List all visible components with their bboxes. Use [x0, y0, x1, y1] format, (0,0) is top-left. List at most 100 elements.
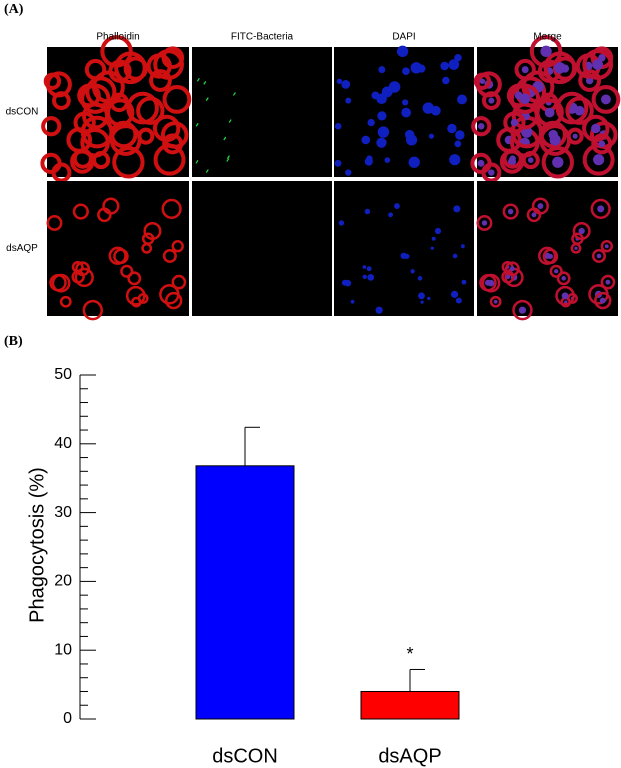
cell: [565, 96, 594, 125]
bacterium: [226, 155, 230, 159]
nucleus: [477, 159, 485, 167]
cell: [503, 111, 526, 134]
nucleus: [592, 59, 604, 70]
cell: [473, 72, 492, 90]
x-tick-label: dsCON: [212, 745, 278, 767]
nucleus: [598, 140, 606, 148]
cell: [143, 222, 162, 241]
cell: [594, 291, 612, 310]
cell: [41, 116, 62, 137]
cell: [162, 85, 192, 114]
nucleus: [510, 118, 519, 127]
y-tick-label: 10: [54, 641, 72, 658]
micrograph: [192, 181, 332, 316]
cell: [105, 98, 135, 127]
nucleus: [401, 107, 412, 118]
bacterium: [226, 158, 230, 162]
nucleus: [404, 253, 410, 259]
nucleus: [574, 105, 585, 116]
cell: [102, 197, 120, 215]
cell: [600, 240, 613, 253]
nucleus: [402, 99, 409, 106]
nucleus: [430, 105, 441, 116]
nucleus: [452, 253, 458, 259]
cell: [161, 198, 182, 219]
cell: [82, 299, 103, 321]
nucleus: [334, 123, 342, 130]
nucleus: [521, 66, 529, 74]
cell: [72, 203, 89, 220]
micrograph: [470, 35, 621, 183]
nucleus: [457, 94, 467, 105]
nucleus: [488, 97, 495, 104]
row-label: dsAQP: [6, 243, 38, 254]
cell: [108, 59, 132, 83]
y-tick-label: 0: [63, 710, 72, 727]
nucleus: [450, 290, 459, 298]
cell: [92, 151, 111, 170]
nucleus: [406, 134, 418, 146]
nucleus: [488, 169, 495, 176]
significance-marker: *: [406, 644, 413, 664]
cell: [74, 267, 94, 288]
nucleus: [527, 157, 534, 163]
cell: [59, 295, 72, 308]
nucleus: [410, 269, 415, 274]
nucleus: [366, 155, 373, 162]
nucleus: [362, 265, 367, 269]
nucleus: [434, 227, 442, 235]
nucleus: [362, 274, 367, 279]
cell: [162, 133, 184, 155]
nucleus: [531, 212, 537, 218]
micrograph: [46, 181, 189, 321]
y-tick-label: 50: [54, 366, 72, 383]
cell: [531, 197, 549, 215]
nucleus: [341, 79, 351, 89]
nucleus: [455, 130, 465, 140]
nucleus: [417, 276, 423, 281]
nucleus: [345, 169, 352, 176]
bar: [360, 690, 460, 720]
nucleus: [454, 53, 462, 62]
nucleus: [601, 94, 611, 105]
nucleus: [460, 244, 465, 249]
cell: [100, 35, 133, 68]
nucleus: [461, 279, 467, 285]
bar: [195, 465, 295, 720]
nucleus: [509, 266, 515, 272]
cell: [75, 261, 90, 277]
nucleus: [384, 157, 391, 163]
cell: [125, 285, 146, 306]
cell: [113, 248, 129, 265]
nucleus: [596, 253, 602, 259]
cell: [51, 162, 72, 183]
image-background: [192, 47, 332, 177]
nucleus: [493, 299, 498, 304]
cell: [582, 143, 615, 176]
nucleus: [388, 81, 401, 93]
cell: [120, 264, 134, 278]
nucleus: [505, 274, 511, 279]
nucleus: [597, 205, 605, 213]
cell: [600, 274, 616, 290]
nucleus: [376, 93, 387, 105]
cell: [481, 91, 501, 111]
cell: [555, 285, 575, 306]
nucleus: [440, 61, 449, 71]
row-label: dsCON: [6, 107, 39, 118]
nucleus: [336, 78, 343, 84]
nucleus: [334, 159, 342, 167]
cell: [72, 148, 94, 169]
nucleus: [554, 62, 566, 74]
nucleus: [547, 253, 554, 259]
cell: [153, 143, 186, 176]
column-label: Phalloidin: [96, 32, 139, 43]
bacterium: [232, 92, 236, 96]
nucleus: [431, 236, 436, 241]
nucleus: [388, 212, 393, 218]
y-tick-label: 40: [54, 435, 72, 452]
micrograph: [334, 45, 474, 177]
cell: [171, 274, 187, 290]
nucleus: [540, 45, 552, 58]
